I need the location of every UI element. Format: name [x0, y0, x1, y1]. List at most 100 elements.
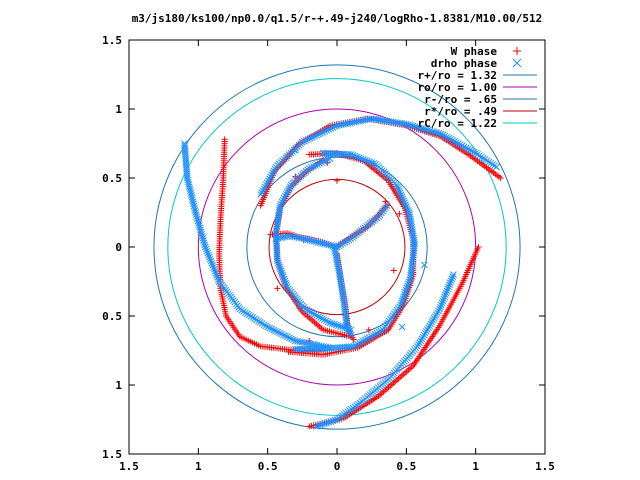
- point-1-7-106-d2: [284, 333, 291, 341]
- point-0-8-5: [382, 198, 389, 205]
- point-1-3-57: [273, 255, 281, 263]
- point-1-2-3-d2: [339, 240, 347, 247]
- point-1-4-48-d2: [402, 201, 409, 208]
- point-1-6-36-d2: [415, 341, 422, 348]
- point-1-1-2-d2: [329, 242, 337, 250]
- point-1-7-36-d2: [194, 217, 202, 225]
- point-1-6-89-d2: [329, 417, 337, 425]
- point-1-3-63-d2: [277, 267, 285, 275]
- point-1-7-20: [185, 183, 193, 190]
- y-tick-label-6: 1.5: [102, 448, 122, 461]
- point-1-7-125: [324, 343, 332, 351]
- point-1-4-93-d2: [398, 297, 406, 305]
- point-1-8-3: [409, 240, 417, 248]
- point-1-7-104-d2: [280, 331, 287, 339]
- point-1-3-101-d2: [335, 322, 342, 330]
- point-1-5-92-d2: [431, 128, 438, 136]
- point-1-3-88-d2: [309, 309, 317, 317]
- point-1-3-90-d2: [313, 312, 320, 319]
- point-1-7-23: [187, 189, 195, 197]
- point-1-5-112-d2: [470, 148, 478, 156]
- point-1-5-33-d2: [305, 135, 312, 143]
- point-1-7-51-d2: [204, 249, 212, 257]
- point-1-5-107-d2: [460, 143, 468, 151]
- legend-marker-0: [513, 47, 521, 55]
- point-1-5-3: [260, 185, 268, 192]
- point-1-4-21: [364, 157, 371, 165]
- point-0-5-135: [497, 175, 504, 181]
- point-1-3-96-d2: [324, 318, 332, 326]
- point-1-6-96: [314, 422, 322, 430]
- point-1-1-1-d2: [331, 243, 339, 250]
- point-1-4-41: [395, 187, 403, 195]
- point-1-4-91: [400, 293, 408, 300]
- point-1-7-29: [190, 202, 198, 210]
- point-1-4-77-d2: [408, 262, 416, 270]
- point-1-5-109: [464, 145, 472, 153]
- point-1-4-94-d2: [398, 299, 405, 307]
- point-1-4-112: [373, 329, 381, 337]
- point-1-3-105-d2: [343, 325, 351, 332]
- point-1-6-9-d2: [442, 289, 450, 297]
- point-1-3-27-d2: [281, 192, 289, 200]
- point-1-6-34: [417, 337, 425, 345]
- point-1-6-90-d2: [327, 418, 335, 425]
- point-1-3-86: [305, 307, 313, 315]
- point-1-4-119-d2: [359, 337, 367, 345]
- point-1-4-19: [359, 156, 367, 163]
- point-1-4-115-d2: [367, 333, 375, 340]
- point-1-6-22: [430, 315, 438, 322]
- point-1-6-91-d2: [325, 418, 333, 426]
- point-1-6-23: [429, 316, 437, 324]
- point-1-3-94-d2: [320, 316, 328, 324]
- point-1-8-2-d2: [296, 301, 303, 309]
- point-1-3-2-d2: [322, 157, 330, 164]
- point-1-6-31: [420, 331, 428, 339]
- point-1-3-89-d2: [311, 311, 319, 318]
- point-1-2-2: [337, 241, 345, 248]
- point-1-5-11: [269, 169, 277, 177]
- point-1-4-118: [361, 336, 369, 344]
- point-1-4-116-d2: [365, 334, 373, 341]
- point-1-5-91-d2: [428, 128, 436, 135]
- series-1: [181, 115, 500, 430]
- point-1-7-26-d2: [189, 196, 196, 203]
- point-1-4-24-d2: [370, 160, 378, 167]
- point-1-6-17-d2: [436, 305, 443, 313]
- point-1-7-24: [188, 191, 195, 199]
- point-1-4-131-d2: [334, 344, 342, 352]
- point-1-4-51: [404, 207, 412, 214]
- point-1-6-32-d2: [419, 333, 427, 341]
- point-1-4-73-d2: [409, 254, 417, 261]
- point-1-7-30: [191, 204, 198, 212]
- y-tick-label-1: 1: [115, 103, 122, 116]
- point-1-0-41-d2: [347, 331, 355, 339]
- point-1-7-59-d2: [210, 265, 218, 273]
- point-1-5-92: [431, 128, 438, 136]
- point-1-3-102: [337, 322, 344, 330]
- point-1-5-97: [441, 132, 449, 140]
- point-1-6-95: [317, 421, 324, 429]
- point-1-7-104: [280, 331, 287, 339]
- point-1-6-16: [437, 303, 444, 311]
- point-1-4-127-d2: [343, 343, 351, 351]
- point-1-6-31-d2: [420, 331, 428, 339]
- point-1-4-117-d2: [363, 335, 371, 342]
- point-1-7-37-d2: [195, 219, 202, 227]
- point-1-6-28: [424, 326, 431, 333]
- point-1-4-120-d2: [358, 338, 365, 346]
- point-1-5-60-d2: [361, 116, 369, 124]
- point-1-4-89: [401, 288, 409, 296]
- point-1-4-121-d2: [356, 339, 363, 347]
- point-1-2-1: [335, 242, 343, 250]
- point-1-6-93-d2: [321, 420, 328, 427]
- point-1-7-19: [185, 181, 193, 188]
- point-1-4-18-d2: [357, 155, 365, 162]
- point-1-6-0: [450, 271, 457, 278]
- point-1-3-37-d2: [275, 212, 282, 220]
- point-1-7-64-d2: [214, 276, 222, 283]
- point-0-8-6: [396, 210, 403, 217]
- point-1-6-25: [427, 320, 435, 328]
- point-1-4-19-d2: [359, 156, 367, 163]
- point-1-1-11-d2: [310, 237, 318, 245]
